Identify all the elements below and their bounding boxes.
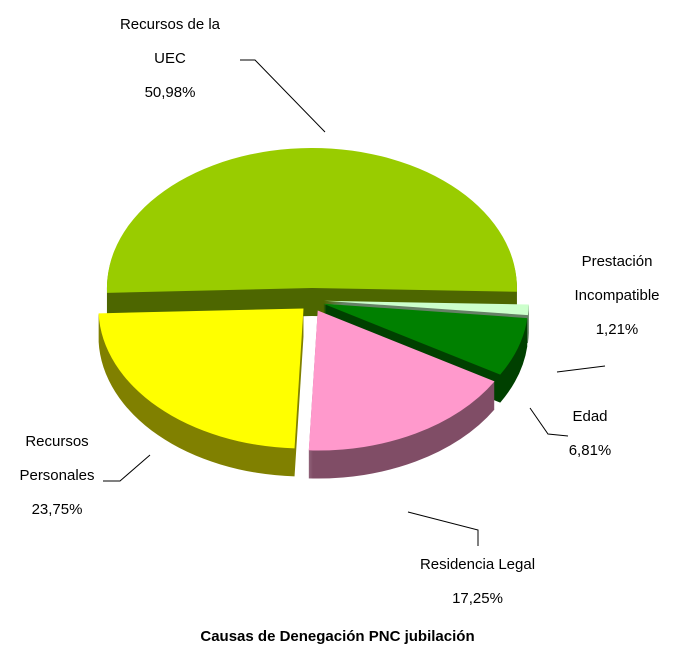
slice-label: Residencia Legal 17,25% <box>385 548 570 616</box>
slice <box>323 303 528 375</box>
slice <box>106 148 517 293</box>
leader-line <box>240 59 326 133</box>
leader-line <box>556 365 606 373</box>
slice <box>308 310 495 451</box>
leader-line <box>407 511 479 546</box>
category-label: Edad <box>572 408 608 425</box>
slice-label: Prestación Incompatible 1,21% <box>567 245 667 347</box>
slice-label: Recursos de la UEC 50,98% <box>105 8 235 110</box>
value-label: 17,25% <box>452 590 503 607</box>
value-label: 6,81% <box>568 442 612 459</box>
slice <box>98 308 304 449</box>
category-label: Recursos de la UEC <box>119 16 221 67</box>
slice <box>323 300 529 316</box>
category-label: Recursos Personales <box>19 433 95 484</box>
value-label: 23,75% <box>31 501 83 518</box>
leader-line <box>529 407 569 437</box>
leader-line <box>103 454 151 482</box>
slices <box>98 148 529 479</box>
slice-label: Edad 6,81% <box>555 400 625 468</box>
value-label: 50,98% <box>144 84 196 101</box>
category-label: Prestación Incompatible <box>574 253 660 304</box>
slice-label: Recursos Personales 23,75% <box>2 425 112 527</box>
category-label: Residencia Legal <box>419 556 536 573</box>
chart-title: Causas de Denegación PNC jubilación <box>200 628 475 645</box>
value-label: 1,21% <box>595 321 639 338</box>
